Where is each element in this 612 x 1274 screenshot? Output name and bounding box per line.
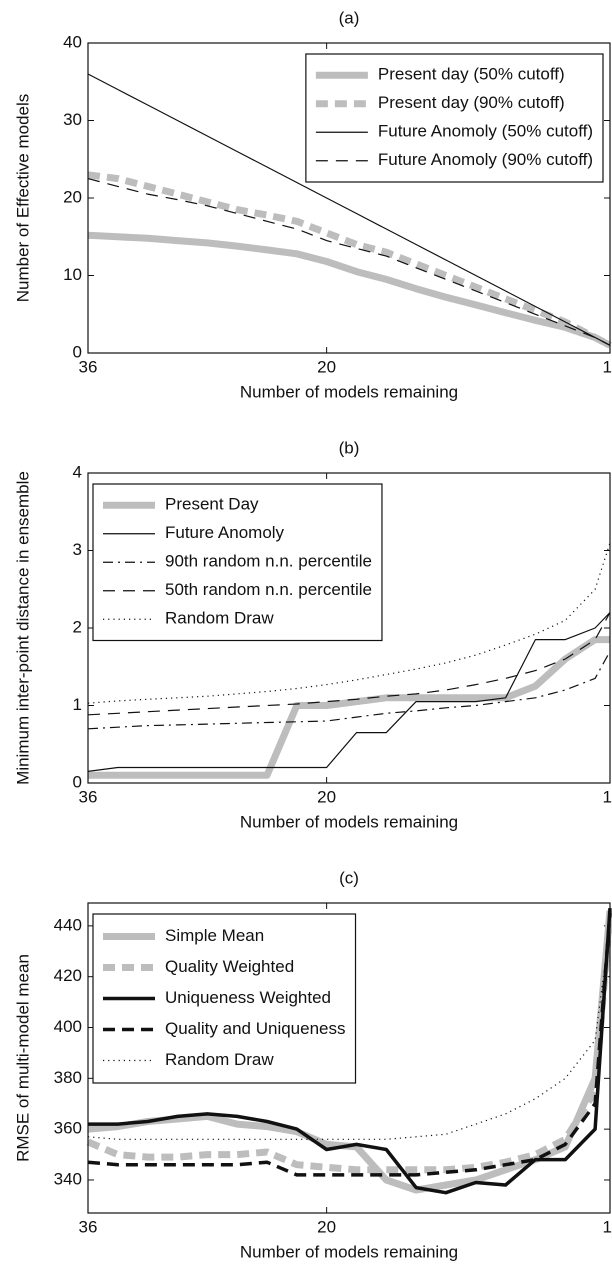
y-tick-label: 3: [73, 540, 82, 559]
legend-label: 50th random n.n. percentile: [165, 580, 372, 599]
y-tick-label: 420: [54, 966, 82, 985]
chart-title: (b): [339, 438, 360, 457]
x-axis-label: Number of models remaining: [240, 1242, 458, 1261]
chart-title: (a): [339, 8, 360, 27]
legend-label: Simple Mean: [165, 926, 264, 945]
y-tick-label: 360: [54, 1119, 82, 1138]
plot-frame: [87, 42, 611, 354]
x-tick-label: 1: [603, 1217, 612, 1236]
legend-label: Quality Weighted: [165, 957, 294, 976]
y-axis-label: Number of Effective models: [13, 94, 32, 303]
legend-label: Future Anomoly (90% cutoff): [378, 150, 593, 169]
x-tick-label: 1: [603, 357, 612, 376]
y-tick-label: 20: [63, 187, 82, 206]
y-tick-label: 400: [54, 1017, 82, 1036]
x-axis-label: Number of models remaining: [240, 812, 458, 831]
x-tick-label: 36: [79, 1217, 98, 1236]
series-line: [87, 612, 611, 772]
legend-label: Random Draw: [165, 1050, 274, 1069]
series-line: [87, 73, 611, 346]
x-tick-label: 1: [603, 787, 612, 806]
y-tick-label: 40: [63, 32, 82, 51]
series-line: [88, 907, 612, 1195]
y-tick-label: 4: [73, 462, 82, 481]
y-axis-label: RMSE of multi-model mean: [13, 954, 32, 1162]
panel: (a) Number of models remaining Number of E…: [13, 8, 612, 401]
legend-label: Present Day: [165, 495, 259, 514]
y-tick-label: 1: [73, 695, 82, 714]
panel: (c) Number of models remaining RMSE of mul…: [13, 868, 612, 1261]
chart-title: (c): [339, 868, 359, 887]
legend-label: Present day (90% cutoff): [378, 93, 565, 112]
legend-label: Future Anomoly: [165, 523, 285, 542]
legend-label: Random Draw: [165, 609, 274, 628]
y-tick-label: 0: [73, 772, 82, 791]
plot-frame: [87, 472, 611, 784]
y-tick-label: 0: [73, 342, 82, 361]
x-axis-label: Number of models remaining: [240, 382, 458, 401]
legend-label: Present day (50% cutoff): [378, 65, 565, 84]
legend-label: Uniqueness Weighted: [165, 988, 331, 1007]
y-tick-label: 30: [63, 110, 82, 129]
x-tick-label: 20: [317, 787, 336, 806]
y-tick-label: 340: [54, 1169, 82, 1188]
series-line: [87, 651, 611, 730]
panel: (b) Number of models remaining Minimum int…: [13, 438, 612, 831]
x-tick-label: 20: [317, 357, 336, 376]
plot-frame: [87, 902, 611, 1214]
legend: Present Day Future Anomoly 90th random n.n…: [92, 483, 383, 642]
legend-label: Future Anomoly (50% cutoff): [378, 122, 593, 141]
y-tick-label: 2: [73, 617, 82, 636]
x-tick-label: 20: [317, 1217, 336, 1236]
y-tick-label: 380: [54, 1068, 82, 1087]
series-line: [88, 636, 610, 779]
legend: Simple Mean Quality Weighted Uniqueness We…: [92, 913, 357, 1084]
series-line: [87, 913, 612, 1177]
y-tick-label: 10: [63, 265, 82, 284]
y-axis-label: Minimum inter-point distance in ensemble: [13, 471, 32, 785]
legend: Present day (50% cutoff) Present day (90%…: [305, 53, 604, 183]
series-line: [86, 912, 612, 1174]
legend-label: 90th random n.n. percentile: [165, 552, 372, 571]
series-line: [87, 231, 612, 349]
series-line: [87, 612, 611, 716]
x-tick-label: 36: [79, 357, 98, 376]
x-tick-label: 36: [79, 787, 98, 806]
series-line: [87, 178, 611, 346]
legend-label: Quality and Uniqueness: [165, 1019, 346, 1038]
y-tick-label: 440: [54, 915, 82, 934]
